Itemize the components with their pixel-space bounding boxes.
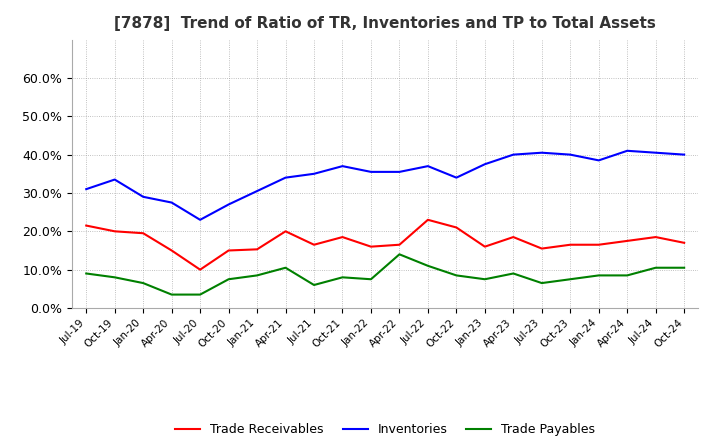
- Trade Payables: [423, 263, 432, 268]
- Trade Payables: [310, 282, 318, 288]
- Trade Receivables: [282, 229, 290, 234]
- Inventories: [366, 169, 375, 175]
- Inventories: [480, 161, 489, 167]
- Trade Payables: [253, 273, 261, 278]
- Trade Payables: [338, 275, 347, 280]
- Inventories: [537, 150, 546, 155]
- Trade Payables: [480, 277, 489, 282]
- Trade Payables: [595, 273, 603, 278]
- Trade Payables: [680, 265, 688, 270]
- Legend: Trade Receivables, Inventories, Trade Payables: Trade Receivables, Inventories, Trade Pa…: [170, 418, 600, 440]
- Trade Payables: [196, 292, 204, 297]
- Inventories: [196, 217, 204, 223]
- Trade Payables: [623, 273, 631, 278]
- Trade Payables: [282, 265, 290, 270]
- Trade Payables: [167, 292, 176, 297]
- Inventories: [82, 187, 91, 192]
- Trade Payables: [395, 252, 404, 257]
- Trade Receivables: [82, 223, 91, 228]
- Inventories: [566, 152, 575, 157]
- Inventories: [595, 158, 603, 163]
- Trade Payables: [652, 265, 660, 270]
- Title: [7878]  Trend of Ratio of TR, Inventories and TP to Total Assets: [7878] Trend of Ratio of TR, Inventories…: [114, 16, 656, 32]
- Inventories: [423, 164, 432, 169]
- Trade Payables: [509, 271, 518, 276]
- Inventories: [253, 188, 261, 194]
- Trade Receivables: [196, 267, 204, 272]
- Line: Trade Payables: Trade Payables: [86, 254, 684, 295]
- Trade Payables: [452, 273, 461, 278]
- Inventories: [282, 175, 290, 180]
- Inventories: [509, 152, 518, 157]
- Trade Receivables: [253, 247, 261, 252]
- Trade Payables: [537, 280, 546, 286]
- Trade Payables: [225, 277, 233, 282]
- Trade Receivables: [480, 244, 489, 249]
- Trade Receivables: [225, 248, 233, 253]
- Inventories: [139, 194, 148, 199]
- Trade Receivables: [652, 235, 660, 240]
- Trade Receivables: [680, 240, 688, 246]
- Inventories: [110, 177, 119, 182]
- Trade Receivables: [366, 244, 375, 249]
- Trade Receivables: [310, 242, 318, 247]
- Inventories: [310, 171, 318, 176]
- Trade Payables: [366, 277, 375, 282]
- Trade Receivables: [623, 238, 631, 244]
- Trade Payables: [139, 280, 148, 286]
- Trade Payables: [82, 271, 91, 276]
- Trade Payables: [110, 275, 119, 280]
- Trade Receivables: [139, 231, 148, 236]
- Trade Receivables: [110, 229, 119, 234]
- Trade Receivables: [167, 248, 176, 253]
- Line: Inventories: Inventories: [86, 151, 684, 220]
- Inventories: [338, 164, 347, 169]
- Trade Receivables: [423, 217, 432, 223]
- Trade Receivables: [595, 242, 603, 247]
- Trade Receivables: [452, 225, 461, 230]
- Trade Receivables: [537, 246, 546, 251]
- Trade Receivables: [509, 235, 518, 240]
- Inventories: [395, 169, 404, 175]
- Inventories: [623, 148, 631, 154]
- Inventories: [225, 202, 233, 207]
- Inventories: [652, 150, 660, 155]
- Line: Trade Receivables: Trade Receivables: [86, 220, 684, 270]
- Trade Receivables: [395, 242, 404, 247]
- Inventories: [680, 152, 688, 157]
- Trade Receivables: [338, 235, 347, 240]
- Inventories: [167, 200, 176, 205]
- Trade Payables: [566, 277, 575, 282]
- Inventories: [452, 175, 461, 180]
- Trade Receivables: [566, 242, 575, 247]
